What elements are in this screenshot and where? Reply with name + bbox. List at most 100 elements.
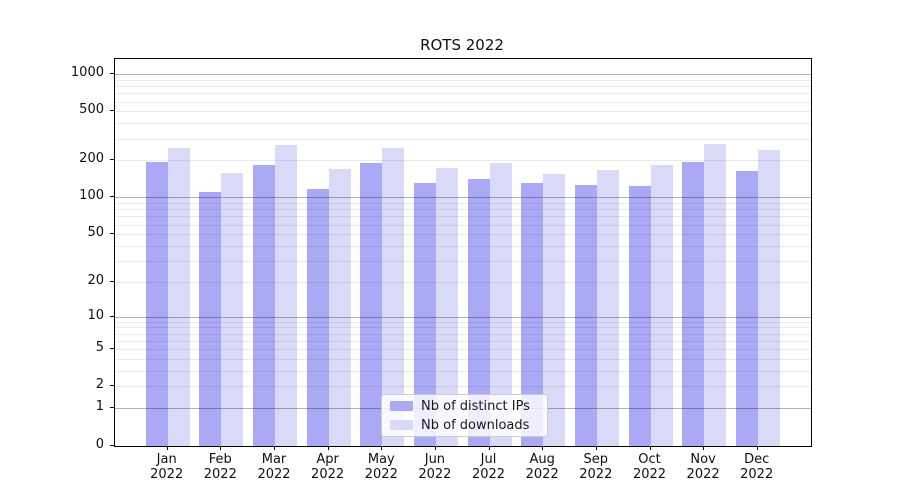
x-tick-mark — [542, 446, 544, 450]
minor-gridline — [115, 123, 811, 125]
minor-gridline — [115, 79, 811, 81]
plot-area: Nb of distinct IPs Nb of downloads — [114, 58, 812, 447]
y-tick-label-50: 50 — [87, 225, 104, 241]
bar-oct-distinct-ips — [628, 185, 651, 446]
minor-gridline — [115, 340, 811, 342]
bar-may-distinct-ips — [360, 163, 383, 446]
x-tick-mark — [327, 446, 329, 450]
legend-item: Nb of downloads — [390, 418, 537, 433]
bar-dec-downloads — [757, 149, 780, 446]
minor-gridline — [115, 349, 811, 351]
y-tick-mark — [110, 233, 114, 235]
bar-jan-downloads — [167, 148, 190, 446]
y-tick-mark — [110, 348, 114, 350]
x-tick-mark — [756, 446, 758, 450]
bar-jun-downloads — [435, 168, 458, 446]
x-tick-label-jan: Jan 2022 — [150, 452, 184, 482]
bar-apr-downloads — [328, 169, 351, 446]
x-tick-label-nov: Nov 2022 — [686, 452, 720, 482]
y-tick-mark — [110, 315, 114, 317]
y-tick-label-1: 1 — [95, 399, 104, 415]
y-tick-label-200: 200 — [79, 151, 104, 167]
bar-oct-downloads — [650, 165, 673, 446]
x-tick-label-sep: Sep 2022 — [579, 452, 613, 482]
y-tick-mark — [110, 159, 114, 161]
minor-gridline — [115, 260, 811, 262]
x-tick-mark — [595, 446, 597, 450]
minor-gridline — [115, 203, 811, 204]
bar-jul-distinct-ips — [467, 179, 490, 446]
x-tick-mark — [649, 446, 651, 450]
x-tick-label-apr: Apr 2022 — [311, 452, 345, 482]
bar-jan-distinct-ips — [145, 162, 168, 446]
y-tick-label-2: 2 — [95, 377, 104, 393]
x-tick-label-jul: Jul 2022 — [471, 452, 506, 482]
y-tick-label-5: 5 — [95, 340, 104, 356]
bar-feb-downloads — [221, 173, 244, 446]
y-tick-label-500: 500 — [79, 102, 104, 118]
minor-gridline — [115, 281, 811, 283]
minor-gridline — [115, 327, 811, 329]
chart-title: ROTS 2022 — [420, 36, 504, 54]
bar-jun-distinct-ips — [413, 183, 436, 446]
x-tick-label-feb: Feb 2022 — [203, 452, 237, 482]
bar-nov-downloads — [704, 143, 727, 446]
minor-gridline — [115, 216, 811, 218]
minor-gridline — [115, 93, 811, 95]
bar-sep-distinct-ips — [574, 184, 597, 446]
legend-swatch — [390, 401, 413, 411]
minor-gridline — [115, 160, 811, 162]
x-tick-label-mar: Mar 2022 — [257, 452, 291, 482]
y-tick-label-20: 20 — [87, 272, 104, 288]
minor-gridline — [115, 359, 811, 360]
minor-gridline — [115, 209, 811, 211]
y-tick-mark — [110, 280, 114, 282]
major-gridline — [115, 197, 811, 199]
minor-gridline — [115, 101, 811, 103]
bar-dec-distinct-ips — [735, 171, 758, 446]
x-tick-label-may: May 2022 — [364, 452, 398, 482]
legend-label: Nb of downloads — [421, 417, 530, 433]
y-tick-mark — [110, 110, 114, 112]
minor-gridline — [115, 138, 811, 140]
major-gridline — [115, 74, 811, 75]
bar-jul-downloads — [489, 163, 512, 446]
x-tick-label-dec: Dec 2022 — [740, 452, 774, 482]
bar-aug-distinct-ips — [521, 183, 544, 446]
x-tick-label-aug: Aug 2022 — [525, 452, 559, 482]
y-tick-mark — [110, 196, 114, 198]
x-tick-mark — [434, 446, 436, 450]
bar-may-downloads — [382, 148, 405, 446]
y-tick-label-0: 0 — [95, 436, 104, 452]
bar-aug-downloads — [543, 173, 566, 446]
x-tick-label-oct: Oct 2022 — [632, 452, 667, 482]
y-tick-label-10: 10 — [87, 307, 104, 323]
y-tick-mark — [110, 407, 114, 409]
y-tick-mark — [110, 385, 114, 387]
bar-nov-distinct-ips — [682, 162, 705, 446]
minor-gridline — [115, 245, 811, 247]
minor-gridline — [115, 386, 811, 388]
minor-gridline — [115, 224, 811, 226]
minor-gridline — [115, 86, 811, 87]
y-tick-label-1000: 1000 — [70, 65, 104, 81]
x-tick-mark — [488, 446, 490, 450]
bar-feb-distinct-ips — [199, 191, 222, 446]
bar-mar-downloads — [275, 144, 297, 446]
x-tick-mark — [220, 446, 222, 450]
bar-sep-downloads — [596, 170, 619, 446]
x-tick-mark — [703, 446, 705, 450]
minor-gridline — [115, 371, 811, 372]
major-gridline — [115, 316, 811, 318]
x-tick-mark — [166, 446, 168, 450]
minor-gridline — [115, 234, 811, 236]
legend-swatch — [390, 420, 413, 430]
minor-gridline — [115, 333, 811, 335]
legend: Nb of distinct IPs Nb of downloads — [381, 394, 548, 437]
x-tick-label-jun: Jun 2022 — [418, 452, 452, 482]
y-tick-mark — [110, 73, 114, 74]
minor-gridline — [115, 111, 811, 113]
x-tick-mark — [274, 446, 275, 450]
y-tick-mark — [110, 444, 114, 446]
